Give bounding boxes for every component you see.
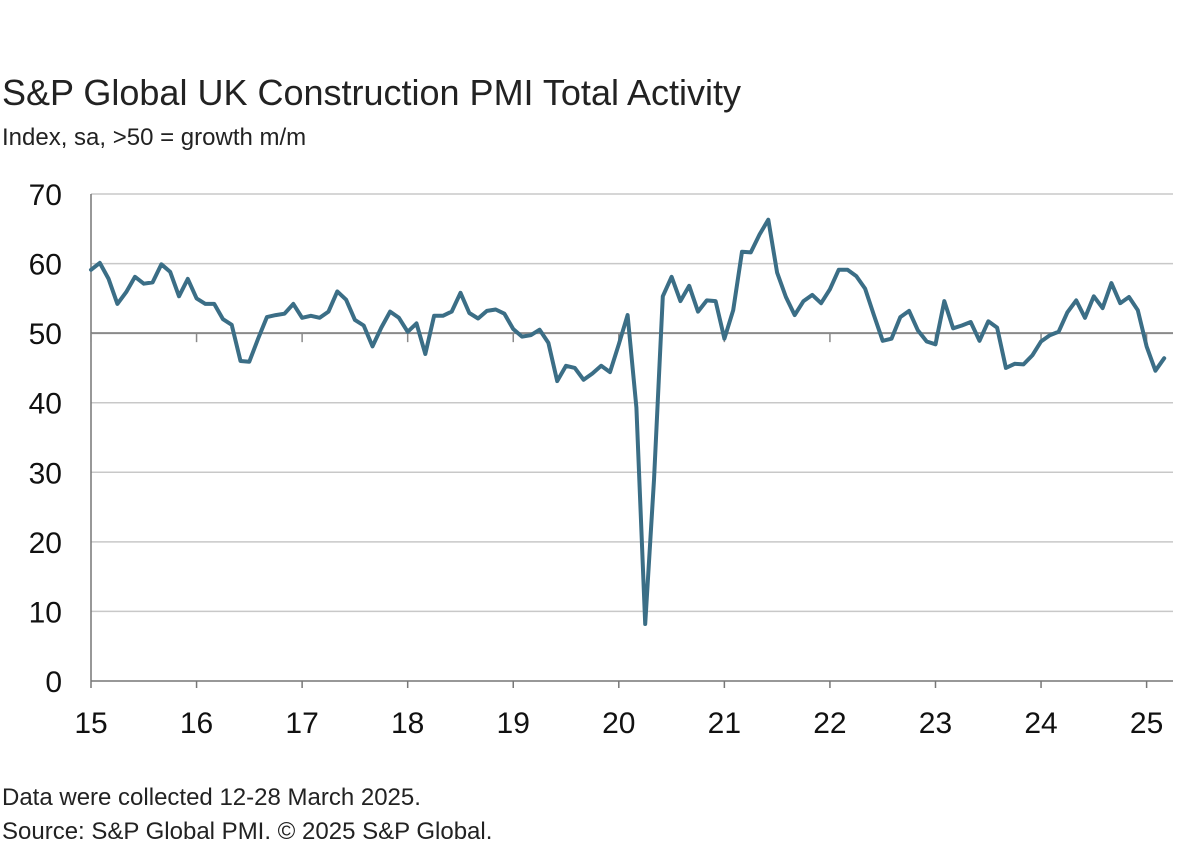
series bbox=[89, 217, 1167, 626]
footnote-data-collection: Data were collected 12-28 March 2025. bbox=[2, 784, 421, 811]
y-tick-label: 20 bbox=[29, 527, 62, 560]
line-chart: 0 10 20 30 40 50 60 70 15 16 17 18 19 20 21 22 23 24 25 bbox=[29, 179, 1173, 740]
chart-subtitle: Index, sa, >50 = growth m/m bbox=[2, 124, 307, 151]
x-tick-label: 19 bbox=[497, 707, 530, 740]
axes bbox=[90, 194, 1173, 688]
y-tick-label: 40 bbox=[29, 388, 62, 421]
y-tick-label: 30 bbox=[29, 457, 62, 490]
x-tick-label: 17 bbox=[285, 707, 318, 740]
x-tick-label: 24 bbox=[1024, 707, 1057, 740]
x-tick-label: 22 bbox=[813, 707, 846, 740]
x-tick-labels: 15 16 17 18 19 20 21 22 23 24 25 bbox=[74, 707, 1163, 740]
x-tick-label: 16 bbox=[180, 707, 213, 740]
gridlines bbox=[91, 193, 1173, 613]
y-tick-labels: 0 10 20 30 40 50 60 70 bbox=[29, 179, 62, 699]
series-line bbox=[89, 217, 1167, 626]
y-tick-label: 70 bbox=[29, 179, 62, 212]
x-tick-label: 20 bbox=[602, 707, 635, 740]
y-tick-label: 60 bbox=[29, 249, 62, 282]
chart-title: S&P Global UK Construction PMI Total Act… bbox=[2, 72, 741, 113]
footnote-source: Source: S&P Global PMI. © 2025 S&P Globa… bbox=[2, 818, 493, 845]
x-tick-label: 15 bbox=[74, 707, 107, 740]
y-tick-label: 10 bbox=[29, 596, 62, 629]
y-tick-label: 50 bbox=[29, 318, 62, 351]
x-tick-label: 25 bbox=[1130, 707, 1163, 740]
x-tick-label: 23 bbox=[919, 707, 952, 740]
y-tick-label: 0 bbox=[45, 666, 62, 699]
x-tick-label: 21 bbox=[708, 707, 741, 740]
x-tick-label: 18 bbox=[391, 707, 424, 740]
